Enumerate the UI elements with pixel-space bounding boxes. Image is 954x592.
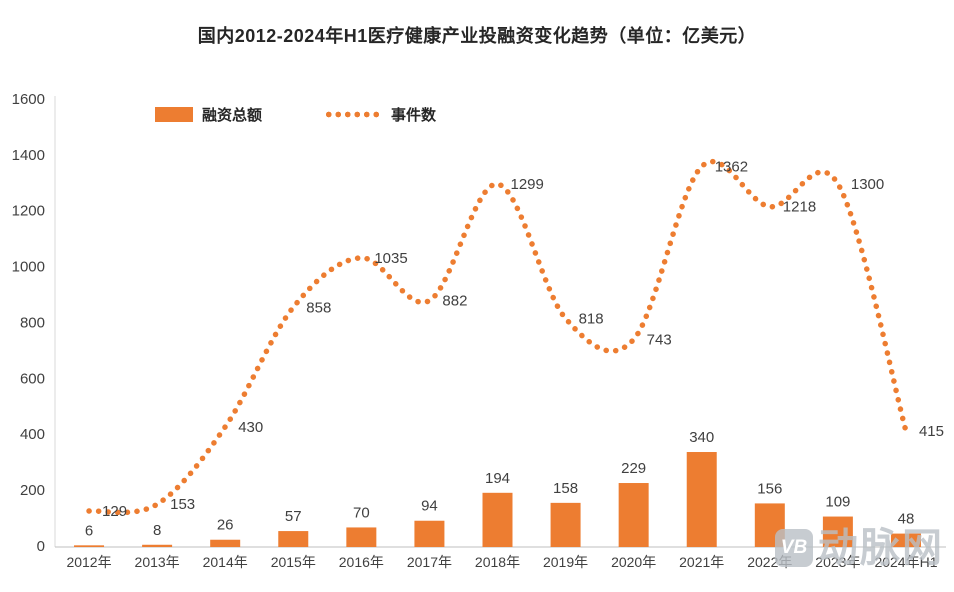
y-tick-label: 400 (20, 426, 45, 443)
bar (822, 516, 853, 547)
x-tick-label: 2018年 (475, 554, 520, 570)
bar (686, 452, 717, 547)
line-value-label: 430 (238, 419, 263, 436)
line-value-label: 415 (919, 423, 944, 440)
bar-value-label: 94 (421, 498, 438, 515)
dotted-line-swatch (324, 111, 383, 118)
bar-value-label: 8 (153, 522, 161, 539)
bar (414, 520, 445, 547)
legend: 融资总额 事件数 (155, 104, 436, 125)
line-value-label: 1362 (715, 158, 748, 175)
x-tick-label: 2023年 (815, 554, 860, 570)
bar (890, 533, 921, 547)
bar (142, 544, 173, 547)
x-tick-label: 2019年 (543, 554, 588, 570)
y-tick-label: 200 (20, 482, 45, 499)
bar (754, 503, 785, 547)
line-value-label: 743 (647, 331, 672, 348)
x-tick-label: 2022年 (747, 554, 792, 570)
y-tick-label: 600 (20, 370, 45, 387)
bar-value-label: 109 (825, 494, 850, 511)
bar-series-swatch (155, 107, 193, 122)
bar-value-label: 194 (485, 470, 510, 487)
y-tick-label: 1400 (12, 147, 45, 164)
y-tick-label: 800 (20, 314, 45, 331)
bar-value-label: 6 (85, 522, 93, 539)
y-tick-label: 1600 (12, 91, 45, 108)
bar (278, 531, 309, 547)
x-tick-label: 2013年 (135, 554, 180, 570)
line-value-label: 1299 (511, 176, 544, 193)
line-value-label: 1218 (783, 199, 816, 216)
bar (550, 502, 581, 547)
bar-value-label: 156 (757, 480, 782, 497)
bar-value-label: 57 (285, 508, 302, 525)
x-tick-label: 2014年 (203, 554, 248, 570)
line-value-label: 1035 (374, 250, 407, 267)
bar (346, 527, 377, 547)
bar-value-label: 340 (689, 429, 714, 446)
x-tick-label: 2012年 (66, 554, 111, 570)
x-tick-label: 2020年 (611, 554, 656, 570)
line-value-label: 858 (306, 299, 331, 316)
bar (210, 539, 241, 547)
line-value-label: 882 (442, 293, 467, 310)
bar (482, 492, 513, 547)
line-value-label: 153 (170, 496, 195, 513)
x-tick-label: 2017年 (407, 554, 452, 570)
x-tick-label: 2016年 (339, 554, 384, 570)
bar-value-label: 158 (553, 480, 578, 497)
y-tick-label: 0 (37, 538, 45, 555)
chart-title: 国内2012-2024年H1医疗健康产业投融资变化趋势（单位：亿美元） (197, 26, 757, 46)
events-dotted-line (86, 158, 909, 516)
bar-value-label: 70 (353, 504, 370, 521)
bar-value-label: 26 (217, 517, 234, 534)
x-tick-label: 2015年 (271, 554, 316, 570)
x-tick-label: 2024年H1 (874, 554, 937, 570)
y-tick-label: 1000 (12, 259, 45, 276)
legend-item-funding: 融资总额 (155, 104, 262, 125)
bar-value-label: 48 (898, 511, 915, 528)
bar-value-label: 229 (621, 460, 646, 477)
legend-label-events: 事件数 (391, 107, 437, 124)
line-value-label: 129 (102, 503, 127, 520)
bar (618, 483, 649, 547)
line-value-label: 1300 (851, 176, 884, 193)
legend-label-funding: 融资总额 (202, 107, 263, 124)
legend-item-events: 事件数 (324, 104, 436, 125)
x-tick-label: 2021年 (679, 554, 724, 570)
line-value-label: 818 (579, 310, 604, 327)
y-tick-label: 1200 (12, 203, 45, 220)
bar (74, 545, 105, 547)
